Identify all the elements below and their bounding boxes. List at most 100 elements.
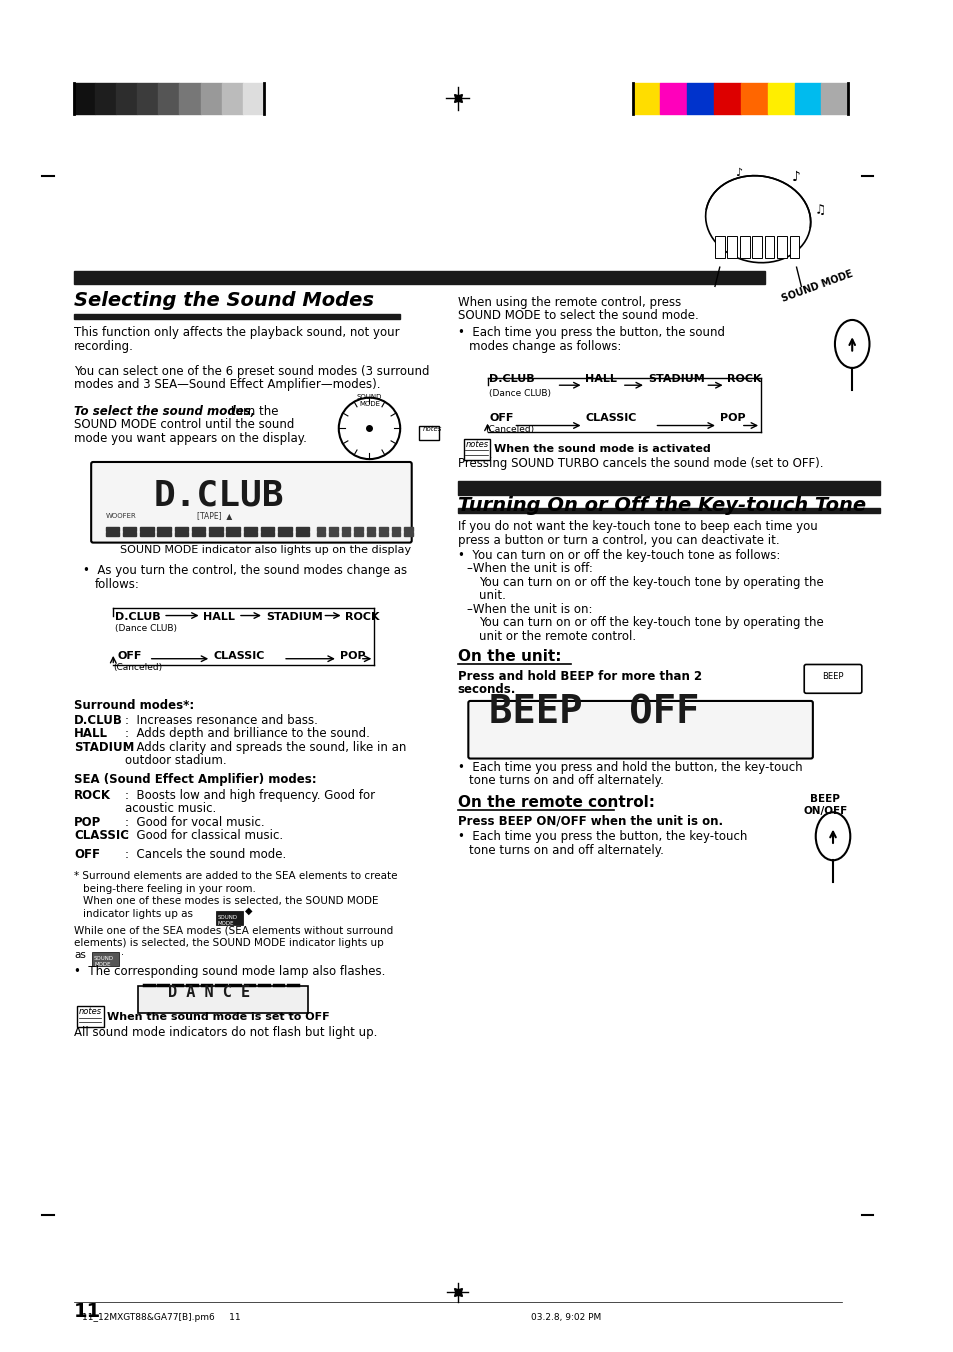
FancyBboxPatch shape <box>468 700 812 758</box>
Text: (Canceled): (Canceled) <box>113 664 162 672</box>
Text: This function only affects the playback sound, not your: This function only affects the playback … <box>73 326 399 339</box>
Text: While one of the SEA modes (SEA elements without surround: While one of the SEA modes (SEA elements… <box>73 925 393 936</box>
Text: Selecting the Sound Modes: Selecting the Sound Modes <box>73 291 374 310</box>
Text: SOUND
MODE: SOUND MODE <box>217 915 237 926</box>
Bar <box>457 481 879 495</box>
Text: D.CLUB: D.CLUB <box>489 375 535 384</box>
Bar <box>777 237 786 258</box>
Text: HALL: HALL <box>585 375 617 384</box>
Bar <box>329 533 337 535</box>
Text: OFF: OFF <box>489 412 514 423</box>
Text: You can select one of the 6 preset sound modes (3 surround: You can select one of the 6 preset sound… <box>73 365 429 377</box>
Bar <box>192 533 205 535</box>
Text: .: . <box>121 948 124 957</box>
Bar <box>95 82 116 114</box>
Bar <box>73 314 399 319</box>
Text: SOUND MODE: SOUND MODE <box>780 269 854 304</box>
Text: •  As you turn the control, the sound modes change as: • As you turn the control, the sound mod… <box>83 564 406 577</box>
Bar <box>740 237 749 258</box>
Bar <box>157 533 171 535</box>
FancyBboxPatch shape <box>138 986 308 1013</box>
Text: On the remote control:: On the remote control: <box>457 795 654 810</box>
Bar <box>659 82 686 114</box>
Bar <box>261 533 274 535</box>
Bar <box>278 533 292 535</box>
Text: CLASSIC: CLASSIC <box>585 412 636 423</box>
Bar <box>92 952 119 965</box>
Bar <box>209 533 222 535</box>
Text: ♪: ♪ <box>735 168 741 178</box>
Text: ◆: ◆ <box>245 906 252 917</box>
Bar <box>243 82 264 114</box>
Text: D.CLUB: D.CLUB <box>153 479 284 512</box>
Bar <box>137 82 158 114</box>
Text: as: as <box>73 950 86 960</box>
Bar <box>123 527 136 531</box>
Text: BEEP: BEEP <box>809 794 840 803</box>
Text: SOUND
MODE: SOUND MODE <box>94 956 114 967</box>
Bar <box>316 527 325 531</box>
Text: being-there feeling in your room.: being-there feeling in your room. <box>84 884 256 894</box>
Text: OFF: OFF <box>73 848 100 861</box>
Text: SOUND MODE indicator also lights up on the display: SOUND MODE indicator also lights up on t… <box>120 545 411 556</box>
Text: elements) is selected, the SOUND MODE indicator lights up: elements) is selected, the SOUND MODE in… <box>73 938 383 948</box>
Text: press a button or turn a control, you can deactivate it.: press a button or turn a control, you ca… <box>457 534 779 546</box>
Bar <box>295 533 309 535</box>
Text: :  Adds clarity and spreads the sound, like in an: : Adds clarity and spreads the sound, li… <box>125 741 406 754</box>
Bar <box>174 527 188 531</box>
Text: :  Good for classical music.: : Good for classical music. <box>125 829 283 842</box>
Text: •  You can turn on or off the key-touch tone as follows:: • You can turn on or off the key-touch t… <box>457 549 780 562</box>
Text: HALL: HALL <box>203 612 235 622</box>
Text: 11_12MXGT88&GA77[B].pm6     11                                                  : 11_12MXGT88&GA77[B].pm6 11 <box>82 1313 600 1322</box>
Bar <box>73 82 95 114</box>
Text: * Surround elements are added to the SEA elements to create: * Surround elements are added to the SEA… <box>73 872 397 882</box>
Bar <box>123 533 136 535</box>
Text: :  Adds depth and brilliance to the sound.: : Adds depth and brilliance to the sound… <box>125 727 369 741</box>
Text: POP: POP <box>73 815 101 829</box>
Text: ♪: ♪ <box>791 170 801 184</box>
Bar <box>404 527 413 531</box>
Bar <box>633 82 659 114</box>
Bar <box>767 82 794 114</box>
Text: :  Boosts low and high frequency. Good for: : Boosts low and high frequency. Good fo… <box>125 788 375 802</box>
Text: STADIUM: STADIUM <box>647 375 704 384</box>
Text: If you do not want the key-touch tone to beep each time you: If you do not want the key-touch tone to… <box>457 521 817 533</box>
Bar <box>226 527 239 531</box>
Text: 11: 11 <box>73 1302 101 1321</box>
Text: ROCK: ROCK <box>727 375 761 384</box>
Text: CLASSIC: CLASSIC <box>73 829 129 842</box>
Bar <box>329 527 337 531</box>
Text: OFF: OFF <box>117 650 141 661</box>
Text: When the sound mode is set to OFF: When the sound mode is set to OFF <box>108 1011 330 1022</box>
Text: ROCK: ROCK <box>345 612 379 622</box>
Text: All sound mode indicators do not flash but light up.: All sound mode indicators do not flash b… <box>73 1026 376 1038</box>
Bar <box>789 237 799 258</box>
Bar <box>713 82 740 114</box>
Text: When using the remote control, press: When using the remote control, press <box>457 296 680 308</box>
Text: POP: POP <box>719 412 744 423</box>
Text: SOUND MODE control until the sound: SOUND MODE control until the sound <box>73 418 294 431</box>
Bar <box>106 533 119 535</box>
Bar <box>116 82 137 114</box>
Bar <box>192 527 205 531</box>
Text: Pressing SOUND TURBO cancels the sound mode (set to OFF).: Pressing SOUND TURBO cancels the sound m… <box>457 457 822 469</box>
Bar <box>261 527 274 531</box>
Bar <box>764 237 774 258</box>
Text: seconds.: seconds. <box>457 683 516 696</box>
Bar <box>226 533 239 535</box>
Bar <box>794 82 821 114</box>
Text: :  Increases resonance and bass.: : Increases resonance and bass. <box>125 714 317 727</box>
Bar <box>378 527 387 531</box>
Text: D.CLUB: D.CLUB <box>115 612 161 622</box>
Bar <box>366 527 375 531</box>
Text: When the sound mode is activated: When the sound mode is activated <box>494 445 710 454</box>
Text: (Dance CLUB): (Dance CLUB) <box>489 389 551 397</box>
Text: You can turn on or off the key-touch tone by operating the: You can turn on or off the key-touch ton… <box>478 576 822 588</box>
Text: modes and 3 SEA—Sound Effect Amplifier—modes).: modes and 3 SEA—Sound Effect Amplifier—m… <box>73 379 380 391</box>
Text: Turning On or Off the Key-touch Tone: Turning On or Off the Key-touch Tone <box>457 496 865 515</box>
Text: Press BEEP ON/OFF when the unit is on.: Press BEEP ON/OFF when the unit is on. <box>457 815 722 827</box>
Bar <box>244 527 257 531</box>
Text: mode you want appears on the display.: mode you want appears on the display. <box>73 431 307 445</box>
Text: modes change as follows:: modes change as follows: <box>469 339 621 353</box>
Text: unit or the remote control.: unit or the remote control. <box>478 630 636 642</box>
